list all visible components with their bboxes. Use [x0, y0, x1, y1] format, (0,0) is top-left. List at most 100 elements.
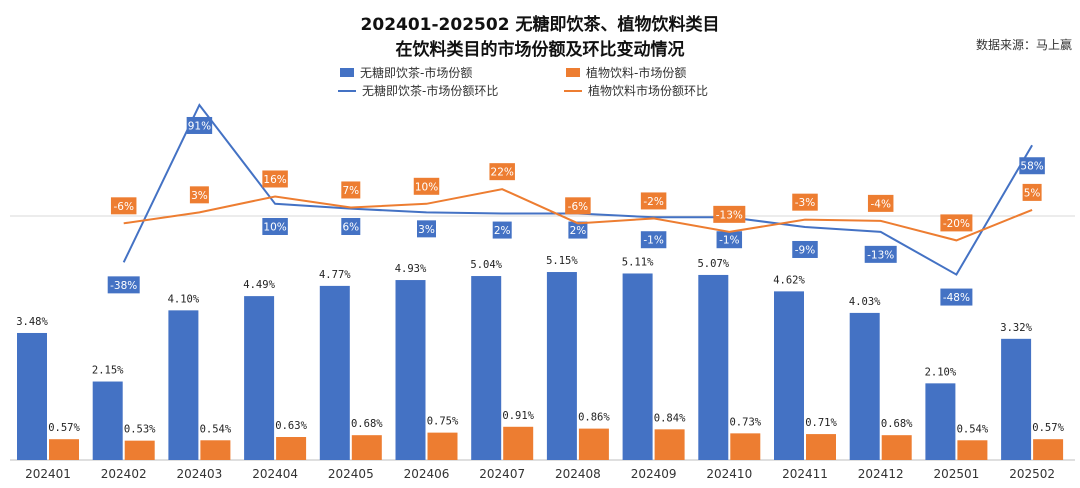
line-data-label: -1% — [716, 231, 743, 249]
bar-plant-share — [957, 440, 988, 460]
x-tick-label: 202401 — [25, 467, 71, 481]
line-data-label: 2% — [568, 221, 588, 239]
label-text: 3% — [418, 224, 435, 236]
bar-plant-share — [200, 440, 231, 460]
line-data-label: 91% — [186, 116, 213, 134]
bar-data-label: 2.15% — [92, 365, 124, 377]
bar-tea-share — [92, 381, 123, 460]
bar-data-label: 0.84% — [654, 412, 686, 424]
legend-item-plant-mom: 植物饮料市场份额环比 — [564, 82, 708, 99]
label-text: -48% — [943, 292, 970, 304]
label-box — [640, 192, 667, 210]
label-box — [489, 163, 515, 181]
label-text: -1% — [643, 235, 663, 247]
label-box — [940, 214, 973, 232]
bar-tea-share — [395, 280, 426, 460]
legend-item-tea-mom: 无糖即饮茶-市场份额环比 — [338, 82, 498, 99]
bar-data-label: 5.11% — [622, 256, 654, 268]
bar-plant-share — [578, 428, 609, 460]
bar-plant-share — [276, 437, 307, 460]
x-tick-label: 202408 — [555, 467, 601, 481]
x-tick-label: 202405 — [328, 467, 374, 481]
label-text: -20% — [943, 218, 970, 230]
label-text: -1% — [719, 235, 739, 247]
label-box — [492, 221, 512, 239]
bar-data-label: 0.73% — [729, 416, 761, 428]
label-text: 7% — [342, 185, 359, 197]
label-text: 16% — [263, 174, 286, 186]
x-tick-label: 202407 — [479, 467, 525, 481]
bar-data-label: 0.57% — [1032, 422, 1064, 434]
label-text: 22% — [491, 167, 514, 179]
label-box — [262, 170, 288, 188]
bar-data-label: 3.32% — [1000, 322, 1032, 334]
label-box — [1019, 157, 1045, 175]
bar-data-label: 4.10% — [168, 293, 200, 305]
line-data-label: 6% — [341, 218, 361, 235]
bar-data-label: 0.86% — [578, 412, 610, 424]
label-text: -6% — [568, 201, 588, 213]
bar-tea-share — [17, 332, 47, 460]
bar-data-label: 0.68% — [881, 418, 913, 430]
bar-plant-share — [730, 433, 761, 460]
line-data-label: -9% — [792, 240, 818, 258]
line-data-label: -13% — [864, 245, 897, 263]
line-data-label: 2% — [492, 221, 512, 239]
line-data-label: 58% — [1019, 157, 1045, 175]
bar-data-label: 3.48% — [16, 316, 48, 328]
line-data-label: 22% — [489, 163, 515, 181]
legend-item-plant-share: 植物饮料-市场份额 — [566, 64, 686, 81]
label-box — [107, 276, 140, 294]
bar-data-label: 0.68% — [351, 418, 383, 430]
label-box — [417, 220, 436, 238]
bar-data-label: 4.77% — [319, 269, 351, 281]
x-tick-label: 202403 — [176, 467, 222, 481]
chart-title-line1: 202401-202502 无糖即饮茶、植物饮料类目 — [360, 15, 720, 35]
bar-plant-share — [503, 426, 534, 460]
x-tick-label: 202402 — [101, 467, 147, 481]
label-box — [867, 194, 894, 212]
bar-data-label: 0.75% — [427, 416, 459, 428]
bar-data-label: 0.63% — [275, 420, 307, 432]
bar-tea-share — [925, 383, 956, 460]
bar-plant-share — [351, 435, 382, 460]
label-text: -2% — [643, 196, 663, 208]
line-data-label: 16% — [262, 170, 288, 188]
line-data-label: -6% — [565, 197, 591, 215]
label-box — [413, 177, 440, 195]
bar-tea-share — [471, 276, 502, 460]
line-data-label: -1% — [640, 231, 667, 249]
bar-tea-share — [168, 310, 199, 460]
line-data-label: 10% — [262, 218, 288, 235]
label-box — [565, 197, 591, 215]
label-text: 3% — [191, 190, 208, 202]
x-tick-label: 202411 — [782, 467, 828, 481]
line-data-label: -13% — [713, 205, 746, 223]
line-data-label: 10% — [413, 177, 440, 195]
label-text: 10% — [263, 222, 286, 234]
label-box — [792, 193, 818, 211]
bar-tea-share — [319, 285, 350, 460]
label-box — [341, 181, 361, 199]
bar-tea-share — [698, 274, 729, 460]
bar-data-label: 4.03% — [849, 296, 881, 308]
label-box — [262, 218, 288, 235]
bar-tea-share — [774, 291, 804, 460]
line-data-label: -4% — [867, 194, 894, 212]
bar-data-label: 0.71% — [805, 417, 837, 429]
bar-tea-share — [622, 273, 653, 460]
label-text: -38% — [110, 280, 137, 292]
x-tick-label: 202404 — [252, 467, 298, 481]
x-tick-label: 202502 — [1009, 467, 1055, 481]
bar-data-label: 2.10% — [925, 366, 957, 378]
bar-data-label: 0.91% — [502, 410, 534, 422]
bar-plant-share — [427, 432, 458, 460]
line-data-label: 7% — [341, 181, 361, 199]
label-text: -13% — [716, 209, 743, 221]
line-data-label: 3% — [417, 220, 436, 238]
bar-tea-share — [244, 296, 275, 460]
label-text: 6% — [342, 222, 359, 234]
bar-data-label: 5.07% — [697, 258, 729, 270]
bar-plant-share — [49, 439, 79, 460]
